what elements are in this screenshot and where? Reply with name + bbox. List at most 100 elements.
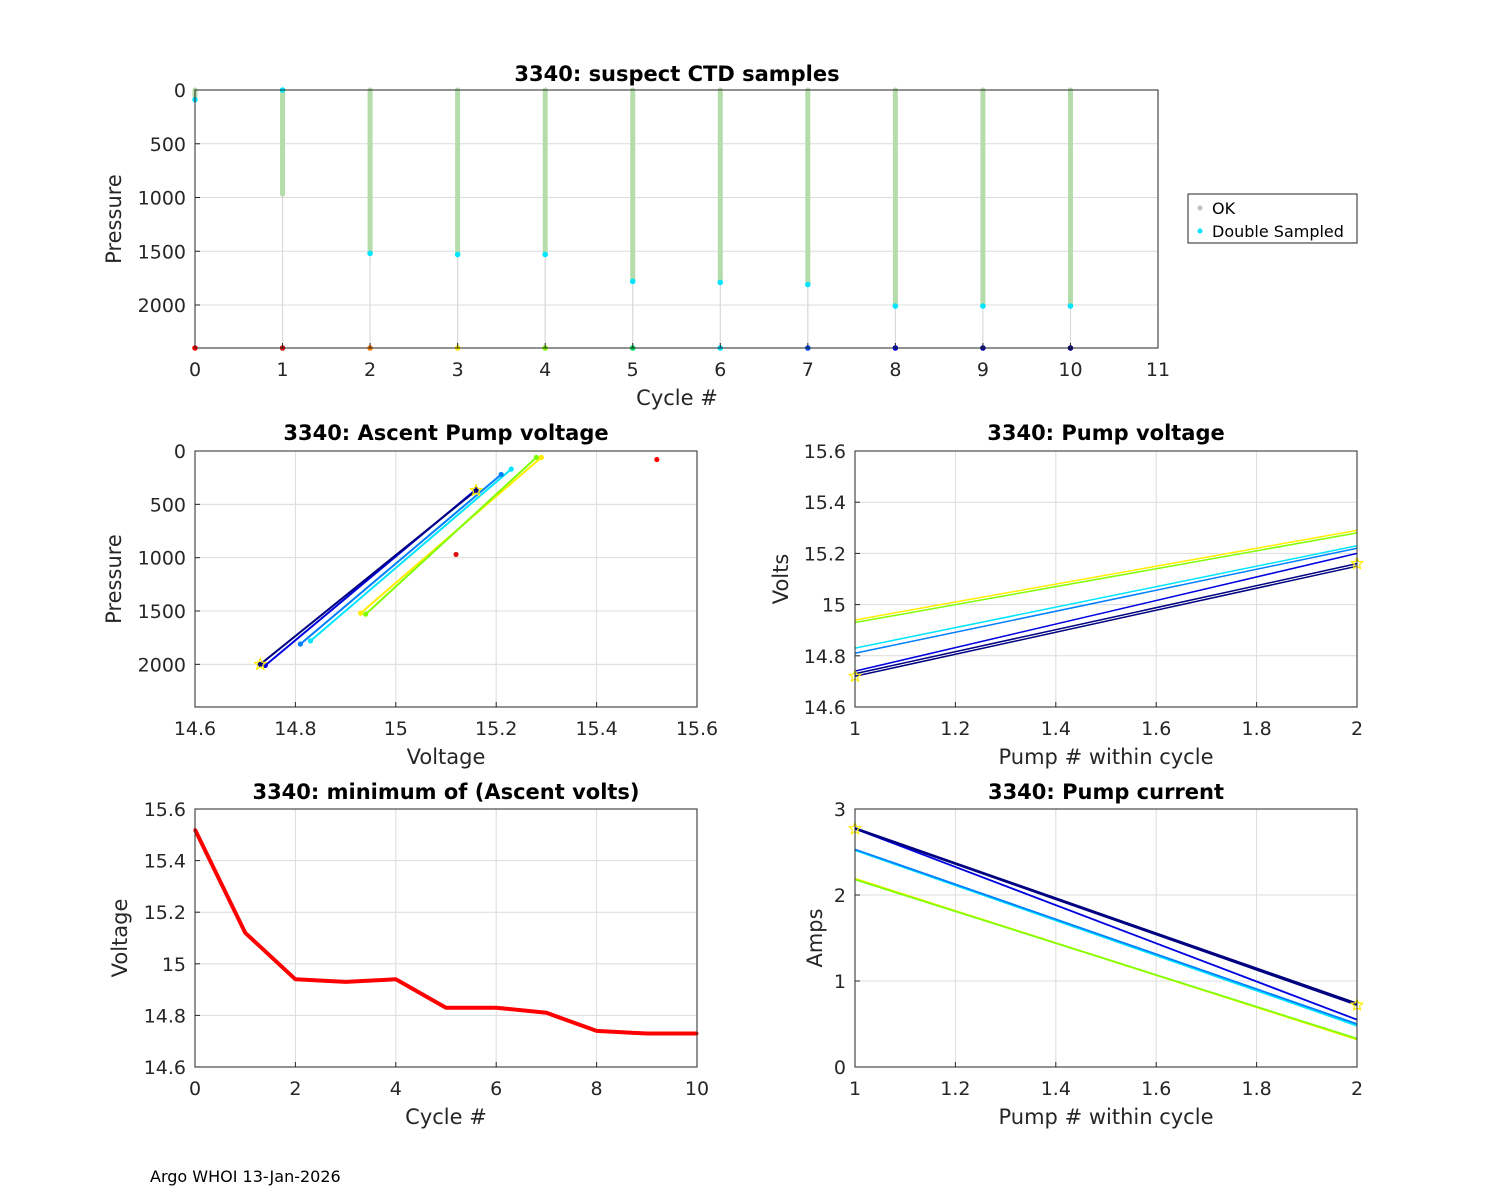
minv-axes-box <box>194 808 698 1068</box>
double-sampled-point <box>980 303 986 309</box>
pumpv-ytick-label: 15.4 <box>804 492 846 514</box>
ctd-ytick-label: 1500 <box>138 241 186 263</box>
ascent-title: 3340: Ascent Pump voltage <box>283 421 608 445</box>
ascent-point <box>363 611 369 617</box>
pumpc-series-line <box>854 848 1358 1025</box>
pumpc-ylabel: Amps <box>803 908 827 967</box>
ascent-ytick-label: 1500 <box>138 601 186 623</box>
pumpv-ytick-label: 14.8 <box>804 646 846 668</box>
footer-text: Argo WHOI 13-Jan-2026 <box>150 1167 341 1186</box>
minv-xlabel: Cycle # <box>405 1105 487 1129</box>
ctd-xtick-label: 10 <box>1058 359 1082 381</box>
min-voltage-point <box>544 1011 548 1015</box>
ascent-ylabel: Pressure <box>102 534 126 624</box>
ascent-series-line <box>299 473 502 645</box>
pumpc-xtick-label: 1.4 <box>1041 1078 1071 1100</box>
ctd-xlabel: Cycle # <box>636 386 718 410</box>
double-sampled-point <box>367 250 373 257</box>
chart-ascent: 3340: Ascent Pump voltage 14.6 14.8 15 15.2… <box>102 421 718 769</box>
double-sampled-point <box>542 251 548 258</box>
pumpv-series-line <box>854 562 1358 675</box>
double-sampled-point <box>1067 303 1074 309</box>
ascent-xtick-label: 15 <box>384 718 408 740</box>
double-sampled-point <box>805 281 811 288</box>
ctd-title: 3340: suspect CTD samples <box>514 62 839 86</box>
pumpv-xtick-label: 1 <box>849 718 861 740</box>
pumpc-ytick-label: 0 <box>834 1057 846 1079</box>
pumpc-ytick-label: 3 <box>834 799 846 821</box>
ascent-xtick-label: 15.6 <box>676 718 718 740</box>
pumpv-series-line <box>854 544 1358 649</box>
legend-marker-double <box>1197 228 1203 234</box>
ctd-xtick-label: 4 <box>539 359 551 381</box>
min-voltage-point <box>444 1006 448 1010</box>
pumpv-series-line <box>854 565 1358 678</box>
pumpv-ytick-label: 15.2 <box>804 543 846 565</box>
pumpv-series-line <box>854 552 1358 672</box>
ascent-series-line <box>259 489 477 666</box>
ascent-point <box>453 551 459 558</box>
pumpc-ytick-label: 2 <box>834 885 846 907</box>
ascent-point <box>538 454 544 460</box>
min-voltage-point <box>595 1029 599 1033</box>
ascent-min-star <box>253 656 268 671</box>
ctd-xtick-label: 3 <box>452 359 464 381</box>
ctd-xtick-label: 1 <box>276 359 288 381</box>
ascent-ytick-label: 500 <box>150 494 186 516</box>
ascent-point <box>257 661 263 667</box>
ascent-point <box>473 487 479 494</box>
ascent-point <box>297 641 304 647</box>
double-sampled-point <box>892 303 899 309</box>
minv-ytick-label: 15.2 <box>144 902 186 924</box>
ascent-ytick-label: 1000 <box>138 548 186 570</box>
pumpc-xtick-label: 1.6 <box>1141 1078 1171 1100</box>
minv-xtick-label: 2 <box>289 1078 301 1100</box>
chart-min-voltage: 3340: minimum of (Ascent volts) 0 2 4 6 8 10 1… <box>108 780 709 1129</box>
double-sampled-point <box>454 251 461 258</box>
minv-ytick-label: 14.6 <box>144 1057 186 1079</box>
legend-marker-ok <box>1197 205 1203 211</box>
ascent-ytick-label: 0 <box>174 441 186 463</box>
minv-xtick-label: 0 <box>189 1078 201 1100</box>
minv-xtick-label: 8 <box>591 1078 603 1100</box>
minv-ylabel: Voltage <box>108 899 132 978</box>
ascent-xtick-label: 14.6 <box>174 718 216 740</box>
pumpv-series-line <box>854 529 1358 621</box>
ctd-xtick-label: 6 <box>714 359 726 381</box>
pumpv-xtick-label: 1.8 <box>1241 718 1271 740</box>
pumpv-ylabel: Volts <box>769 554 793 605</box>
pumpc-xlabel: Pump # within cycle <box>999 1105 1214 1129</box>
ctd-xtick-label: 7 <box>802 359 814 381</box>
legend-box <box>1187 193 1358 244</box>
ascent-series-line <box>309 468 512 642</box>
ctd-xtick-label: 0 <box>189 359 201 381</box>
chart-ctd: 3340: suspect CTD samples 0 1 2 3 4 5 6 7 8 9 10 11… <box>102 62 1358 410</box>
pumpv-xtick-label: 1.2 <box>940 718 970 740</box>
pumpc-xtick-label: 1.2 <box>940 1078 970 1100</box>
pumpv-title: 3340: Pump voltage <box>987 421 1225 445</box>
minv-ytick-label: 14.8 <box>144 1005 186 1027</box>
pumpv-axes-box <box>854 450 1358 708</box>
pumpc-series-line <box>854 849 1358 1027</box>
legend-ok: OK <box>1212 199 1236 218</box>
minv-xtick-label: 10 <box>685 1078 709 1100</box>
ascent-ytick-label: 2000 <box>138 654 186 676</box>
pumpv-ytick-label: 15.6 <box>804 441 846 463</box>
ascent-xtick-label: 15.2 <box>475 718 517 740</box>
pumpv-series-line <box>854 532 1358 624</box>
minv-ytick-label: 15 <box>162 954 186 976</box>
ascent-xlabel: Voltage <box>407 745 486 769</box>
ascent-point <box>498 471 504 478</box>
ascent-xtick-label: 15.4 <box>575 718 617 740</box>
minv-ytick-label: 15.6 <box>144 799 186 821</box>
min-voltage-point <box>293 977 297 981</box>
pumpv-series-line <box>854 547 1358 654</box>
minv-xtick-label: 4 <box>390 1078 402 1100</box>
ascent-series-line <box>365 456 538 615</box>
minv-ytick-label: 15.4 <box>144 851 186 873</box>
min-voltage-point <box>394 977 398 981</box>
min-voltage-point <box>494 1006 498 1010</box>
ctd-legend: OK Double Sampled <box>1187 193 1358 244</box>
